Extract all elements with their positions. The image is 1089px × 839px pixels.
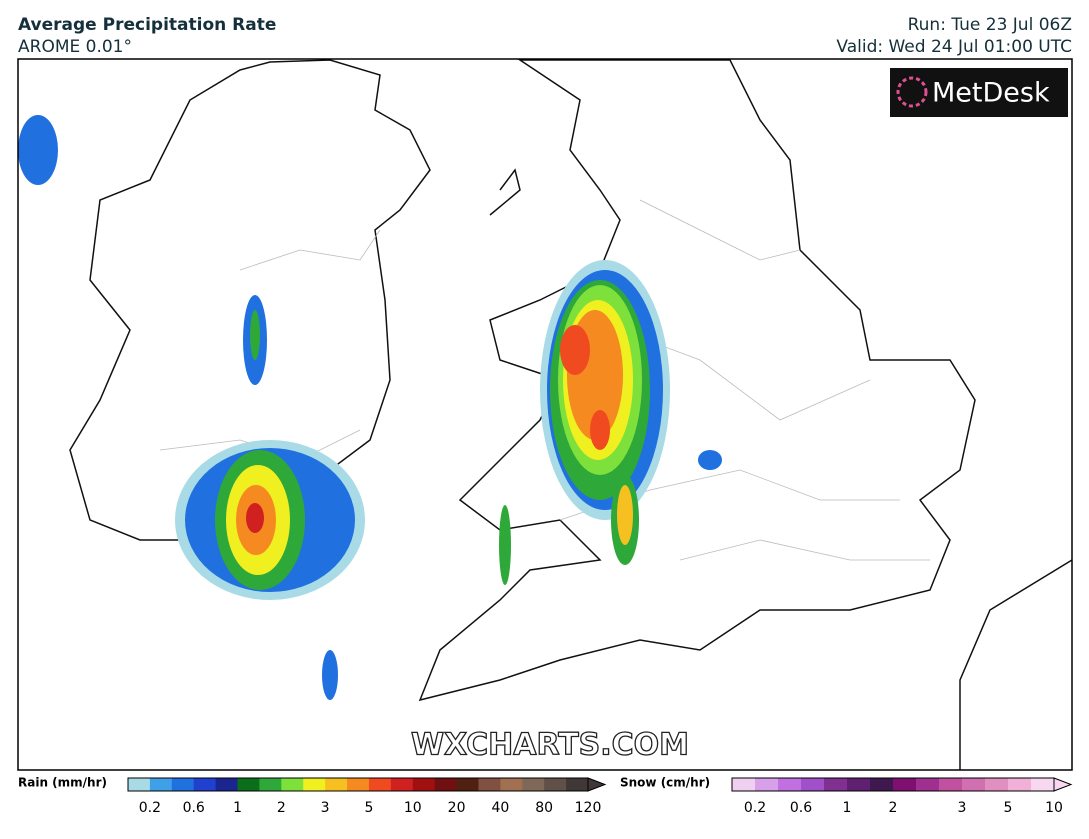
snow-legend-label: Snow (cm/hr) [620,776,710,790]
color-swatch [390,778,414,791]
color-swatch [755,778,779,791]
legend-tick-label: 80 [535,800,553,816]
color-swatch [500,778,523,791]
legend-tick-label: 20 [448,800,466,816]
legend-tick-label: 5 [364,800,373,816]
legend-tick-label: 10 [1045,800,1063,816]
color-swatch [985,778,1009,791]
color-swatch [325,778,348,791]
legend-tick-label: 2 [277,800,286,816]
color-swatch [801,778,825,791]
colorbar-frame [127,777,589,792]
map-frame [17,58,1073,771]
color-swatch [566,778,589,791]
color-swatch [962,778,986,791]
logo-box [890,68,1068,117]
color-swatch [870,778,894,791]
color-swatch [128,778,151,791]
color-swatch [916,778,940,791]
color-swatch [347,778,370,791]
legend-tick-label: 3 [958,800,967,816]
legend-tick-label: 3 [321,800,330,816]
color-swatch [939,778,963,791]
color-swatch [434,778,458,791]
color-swatch [368,778,392,791]
color-swatch [281,778,304,791]
map: MetDesk WXCHARTS.COM [17,58,1073,771]
colorbar-arrow [1053,777,1073,792]
color-swatch [893,778,917,791]
valid-time: Valid: Wed 24 Jul 01:00 UTC [836,37,1072,57]
legend-tick-label: 10 [404,800,422,816]
legend-tick-label: 0.6 [790,800,812,816]
logo: MetDesk [932,78,1050,109]
legend-tick-label: 0.2 [139,800,161,816]
color-swatch [732,778,756,791]
color-swatch [478,778,501,791]
color-swatch [778,778,802,791]
color-swatch [303,778,326,791]
logo-icon [896,76,928,108]
color-swatch [847,778,871,791]
color-swatch [544,778,567,791]
watermark: WXCHARTS.COM [411,728,689,763]
color-swatch [1008,778,1032,791]
legend-tick-label: 1 [843,800,852,816]
legend-tick-label: 1 [233,800,242,816]
color-swatch [1031,778,1055,791]
title: Average Precipitation Rate [18,15,276,35]
rain-legend-label: Rain (mm/hr) [18,776,107,790]
legend-tick-label: 0.2 [744,800,766,816]
color-swatch [259,778,282,791]
color-swatch [412,778,436,791]
color-swatch [456,778,479,791]
color-swatch [149,778,173,791]
colorbar-arrow [587,777,607,792]
legends: 0.2 0.6 1 2 3 5 10 20 40 80 120 0.2 0.6 1 2 3 5 10 [127,777,1073,816]
color-swatch [193,778,217,791]
color-swatch [522,778,545,791]
precipitation [18,115,722,700]
legend-tick-label: 5 [1004,800,1013,816]
legend-tick-label: 40 [491,800,509,816]
color-swatch [171,778,195,791]
color-swatch [237,778,260,791]
model: AROME 0.01° [18,37,132,57]
color-swatch [824,778,848,791]
legend-tick-label: 0.6 [183,800,205,816]
colorbar-frame [731,777,1055,792]
color-swatch [215,778,239,791]
run-time: Run: Tue 23 Jul 06Z [908,15,1072,35]
legend-tick-label: 120 [575,800,602,816]
legend-tick-label: 2 [889,800,898,816]
